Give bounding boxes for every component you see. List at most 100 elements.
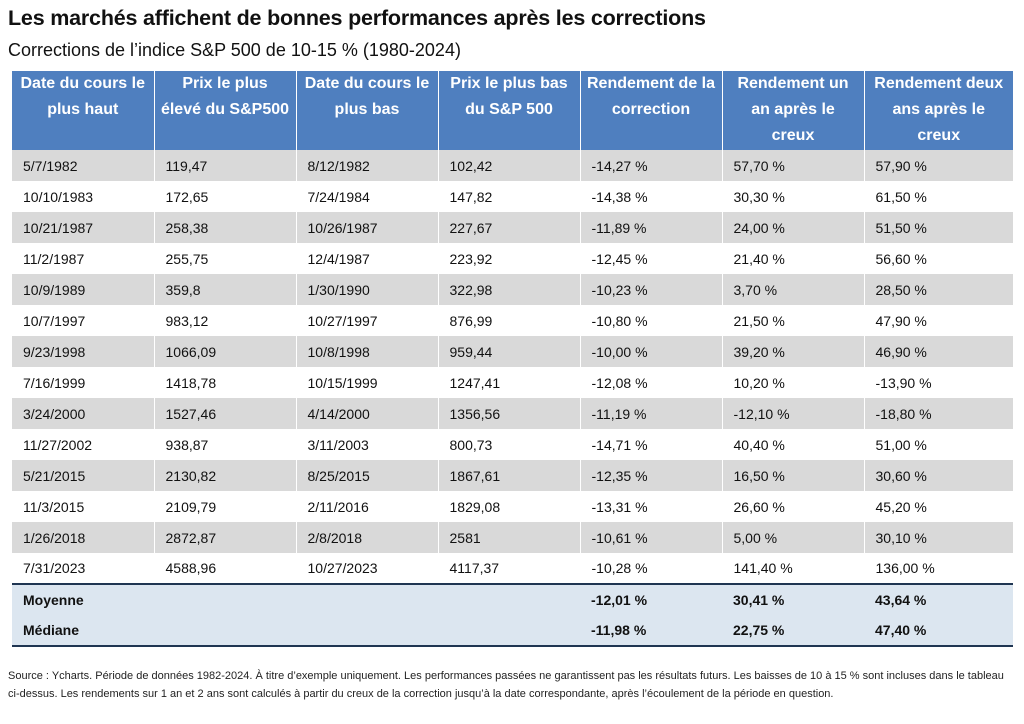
table-cell: 2581: [438, 522, 581, 553]
table-cell: 172,65: [154, 181, 297, 212]
summary-cell: [438, 615, 580, 647]
table-cell: 26,60 %: [722, 491, 865, 522]
table-cell: 7/24/1984: [296, 181, 439, 212]
table-cell: 5/21/2015: [12, 460, 155, 491]
table-cell: 258,38: [154, 212, 297, 243]
table-row: 10/10/1983 172,65 7/24/1984 147,82 -14,38 % 3…: [12, 181, 1013, 212]
table-header: Date du cours le plus haut Prix le plus …: [12, 71, 1013, 150]
page-subtitle: Corrections de l’indice S&P 500 de 10-15…: [8, 40, 461, 60]
table-cell: 227,67: [438, 212, 581, 243]
table-cell: 1867,61: [438, 460, 581, 491]
summary-cell: 30,41 %: [722, 584, 864, 615]
table-cell: 10/21/1987: [12, 212, 155, 243]
corrections-table: Date du cours le plus haut Prix le plus …: [12, 71, 1013, 647]
table-cell: 10/26/1987: [296, 212, 439, 243]
table-cell: 30,10 %: [864, 522, 1013, 553]
table-cell: 136,00 %: [864, 553, 1013, 585]
table-cell: -10,23 %: [580, 274, 723, 305]
table-cell: 255,75: [154, 243, 297, 274]
table-row: 11/3/2015 2109,79 2/11/2016 1829,08 -13,31 %…: [12, 491, 1013, 522]
table-cell: 46,90 %: [864, 336, 1013, 367]
summary-row-median: Médiane -11,98 % 22,75 % 47,40 %: [12, 615, 1013, 647]
table-cell: 39,20 %: [722, 336, 865, 367]
table-cell: 1829,08: [438, 491, 581, 522]
table-cell: 7/31/2023: [12, 553, 155, 585]
table-cell: 57,70 %: [722, 150, 865, 181]
table-cell: 11/27/2002: [12, 429, 155, 460]
table-cell: -13,31 %: [580, 491, 723, 522]
table-row: 7/16/1999 1418,78 10/15/1999 1247,41 -12,08 …: [12, 367, 1013, 398]
table-cell: 9/23/1998: [12, 336, 155, 367]
table-cell: 800,73: [438, 429, 581, 460]
summary-cell: [154, 615, 296, 647]
table-cell: 51,00 %: [864, 429, 1013, 460]
header-row: Date du cours le plus haut Prix le plus …: [12, 71, 1013, 150]
summary-cell: 22,75 %: [722, 615, 864, 647]
table-cell: 12/4/1987: [296, 243, 439, 274]
summary-cell: 43,64 %: [864, 584, 1013, 615]
table-cell: -14,38 %: [580, 181, 723, 212]
table-cell: -18,80 %: [864, 398, 1013, 429]
table-cell: 3/11/2003: [296, 429, 439, 460]
table-cell: 16,50 %: [722, 460, 865, 491]
summary-cell: [154, 584, 296, 615]
summary-cell: [438, 584, 580, 615]
table-cell: 2/11/2016: [296, 491, 439, 522]
table-cell: 30,30 %: [722, 181, 865, 212]
header-one-year-return: Rendement un an après le creux: [722, 71, 865, 150]
summary-cell: 47,40 %: [864, 615, 1013, 647]
table-cell: -14,27 %: [580, 150, 723, 181]
table-cell: 28,50 %: [864, 274, 1013, 305]
table-cell: 1066,09: [154, 336, 297, 367]
table-cell: -12,10 %: [722, 398, 865, 429]
table-cell: 1247,41: [438, 367, 581, 398]
table-cell: 1/30/1990: [296, 274, 439, 305]
summary-cell: -12,01 %: [580, 584, 722, 615]
table-cell: 102,42: [438, 150, 581, 181]
table-cell: 5,00 %: [722, 522, 865, 553]
table-cell: -12,45 %: [580, 243, 723, 274]
summary-cell: [296, 615, 438, 647]
table-row: 3/24/2000 1527,46 4/14/2000 1356,56 -11,19 %…: [12, 398, 1013, 429]
table-cell: -10,28 %: [580, 553, 723, 585]
summary-cell: -11,98 %: [580, 615, 722, 647]
table-cell: 10/9/1989: [12, 274, 155, 305]
summary-cell: Moyenne: [12, 584, 154, 615]
table-cell: 983,12: [154, 305, 297, 336]
table-cell: 119,47: [154, 150, 297, 181]
table-cell: 11/2/1987: [12, 243, 155, 274]
table-cell: 1527,46: [154, 398, 297, 429]
table-row: 10/21/1987 258,38 10/26/1987 227,67 -11,89 %…: [12, 212, 1013, 243]
table-cell: 10/27/1997: [296, 305, 439, 336]
table-cell: 141,40 %: [722, 553, 865, 585]
table-cell: 959,44: [438, 336, 581, 367]
table-cell: -12,08 %: [580, 367, 723, 398]
table-cell: 876,99: [438, 305, 581, 336]
table-cell: 938,87: [154, 429, 297, 460]
table-row: 10/7/1997 983,12 10/27/1997 876,99 -10,80 % 2…: [12, 305, 1013, 336]
table-cell: 24,00 %: [722, 212, 865, 243]
table-cell: 4117,37: [438, 553, 581, 585]
table-cell: 10/8/1998: [296, 336, 439, 367]
table-cell: 21,40 %: [722, 243, 865, 274]
table-cell: 7/16/1999: [12, 367, 155, 398]
table-cell: 45,20 %: [864, 491, 1013, 522]
table-cell: 3/24/2000: [12, 398, 155, 429]
table-row: 9/23/1998 1066,09 10/8/1998 959,44 -10,00 % 3…: [12, 336, 1013, 367]
header-correction-return: Rendement de la correction: [580, 71, 723, 150]
table-row: 1/26/2018 2872,87 2/8/2018 2581 -10,61 % 5,00…: [12, 522, 1013, 553]
table-cell: 2130,82: [154, 460, 297, 491]
table-cell: 322,98: [438, 274, 581, 305]
table-cell: 30,60 %: [864, 460, 1013, 491]
table-cell: -12,35 %: [580, 460, 723, 491]
table-cell: 47,90 %: [864, 305, 1013, 336]
table-cell: 10/27/2023: [296, 553, 439, 585]
table-cell: -14,71 %: [580, 429, 723, 460]
table-cell: 61,50 %: [864, 181, 1013, 212]
table-cell: 1/26/2018: [12, 522, 155, 553]
header-two-year-return: Rendement deux ans après le creux: [864, 71, 1013, 150]
table-cell: 21,50 %: [722, 305, 865, 336]
table-cell: -11,19 %: [580, 398, 723, 429]
table-cell: 56,60 %: [864, 243, 1013, 274]
